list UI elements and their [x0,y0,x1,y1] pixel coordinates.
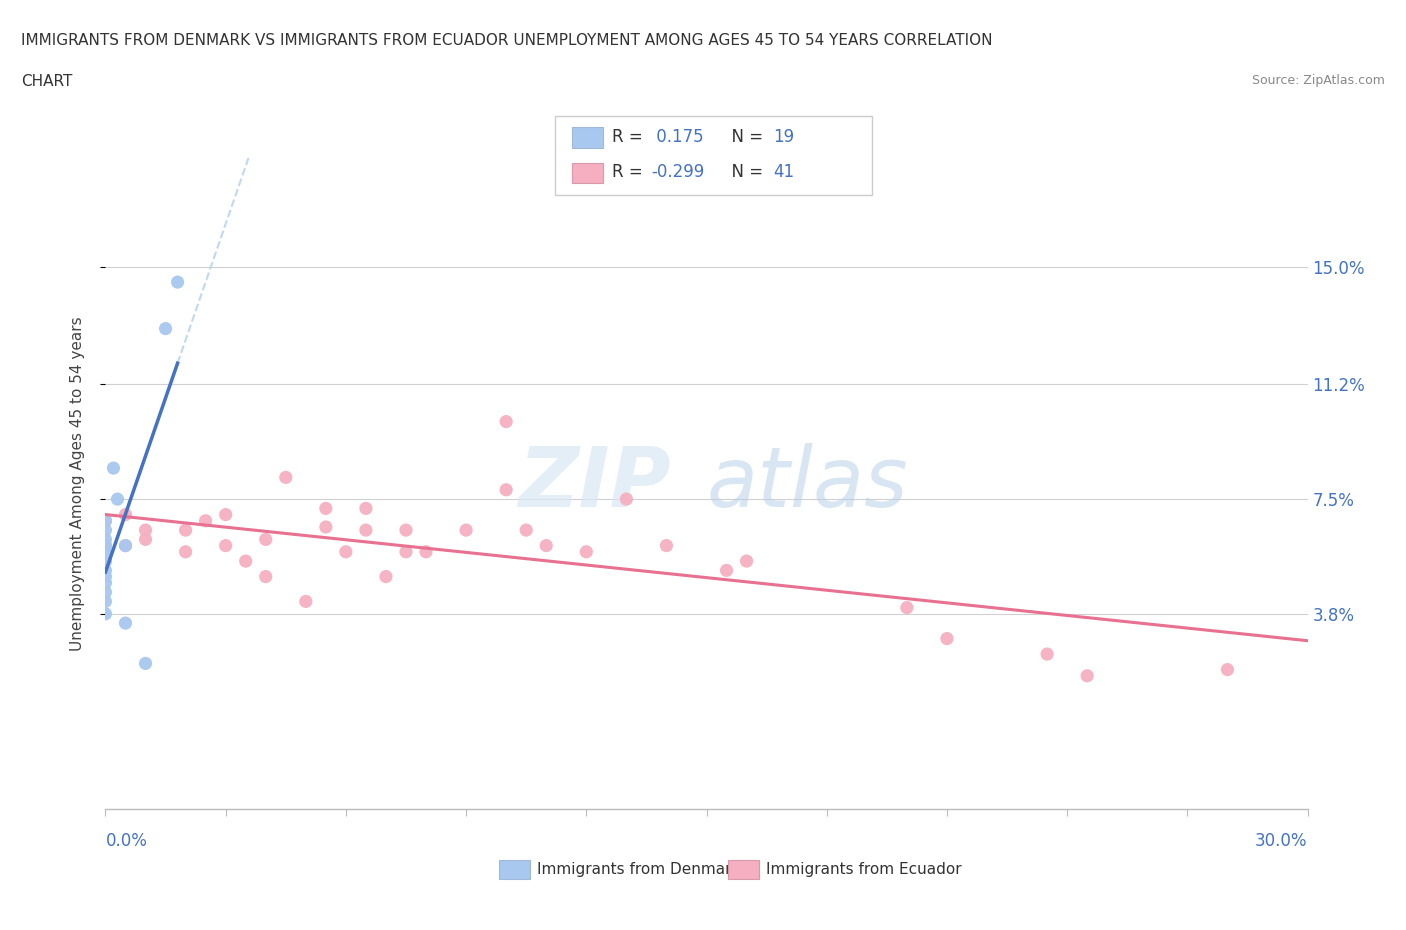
Text: 0.175: 0.175 [651,127,703,146]
Point [315,520,337,535]
Point [94,513,117,528]
Text: 41: 41 [773,163,794,181]
Point [135,523,157,538]
Point [107,492,129,507]
Point [114,507,136,522]
Point [135,532,157,547]
Point [896,600,918,615]
Point [94,594,117,609]
Text: N =: N = [721,127,769,146]
Point [395,544,418,559]
Point [94,553,117,568]
Point [94,544,117,559]
Point [235,553,257,568]
Point [94,553,117,568]
Point [94,538,117,553]
Point [395,523,418,538]
Point [295,594,318,609]
Point [166,274,188,289]
Point [194,513,217,528]
Point [254,532,277,547]
Point [1036,646,1059,661]
Text: 30.0%: 30.0% [1256,832,1308,850]
Text: -0.299: -0.299 [651,163,704,181]
Point [94,606,117,621]
Point [454,523,477,538]
Point [374,569,398,584]
Point [155,321,177,336]
Y-axis label: Unemployment Among Ages 45 to 54 years: Unemployment Among Ages 45 to 54 years [70,316,84,651]
Point [575,544,598,559]
Point [415,544,437,559]
Point [103,460,125,475]
Point [534,538,557,553]
Point [1076,669,1098,684]
Point [655,538,678,553]
Text: atlas: atlas [707,443,908,525]
Point [94,569,117,584]
Text: IMMIGRANTS FROM DENMARK VS IMMIGRANTS FROM ECUADOR UNEMPLOYMENT AMONG AGES 45 TO: IMMIGRANTS FROM DENMARK VS IMMIGRANTS FR… [21,33,993,47]
Point [94,585,117,600]
Point [94,576,117,591]
Text: Immigrants from Denmark: Immigrants from Denmark [537,862,741,877]
Point [94,563,117,578]
Point [214,538,236,553]
Point [94,513,117,528]
Text: ZIP: ZIP [517,443,671,525]
Point [354,523,377,538]
Point [114,538,136,553]
Point [495,483,517,498]
Point [1216,662,1239,677]
Point [114,538,136,553]
Text: R =: R = [612,163,648,181]
Text: CHART: CHART [21,74,73,89]
Point [174,544,197,559]
Point [716,563,738,578]
Point [354,501,377,516]
Point [114,616,136,631]
Point [936,631,959,646]
Point [214,507,236,522]
Point [254,569,277,584]
Text: Source: ZipAtlas.com: Source: ZipAtlas.com [1251,74,1385,87]
Point [735,553,758,568]
Point [616,492,638,507]
Text: N =: N = [721,163,769,181]
Point [94,538,117,553]
Point [515,523,537,538]
Point [274,470,297,485]
Point [135,656,157,671]
Point [315,501,337,516]
Text: Immigrants from Ecuador: Immigrants from Ecuador [766,862,962,877]
Text: 19: 19 [773,127,794,146]
Text: 0.0%: 0.0% [105,832,148,850]
Point [335,544,357,559]
Point [495,414,517,429]
Text: R =: R = [612,127,648,146]
Point [174,523,197,538]
Point [94,532,117,547]
Point [94,523,117,538]
